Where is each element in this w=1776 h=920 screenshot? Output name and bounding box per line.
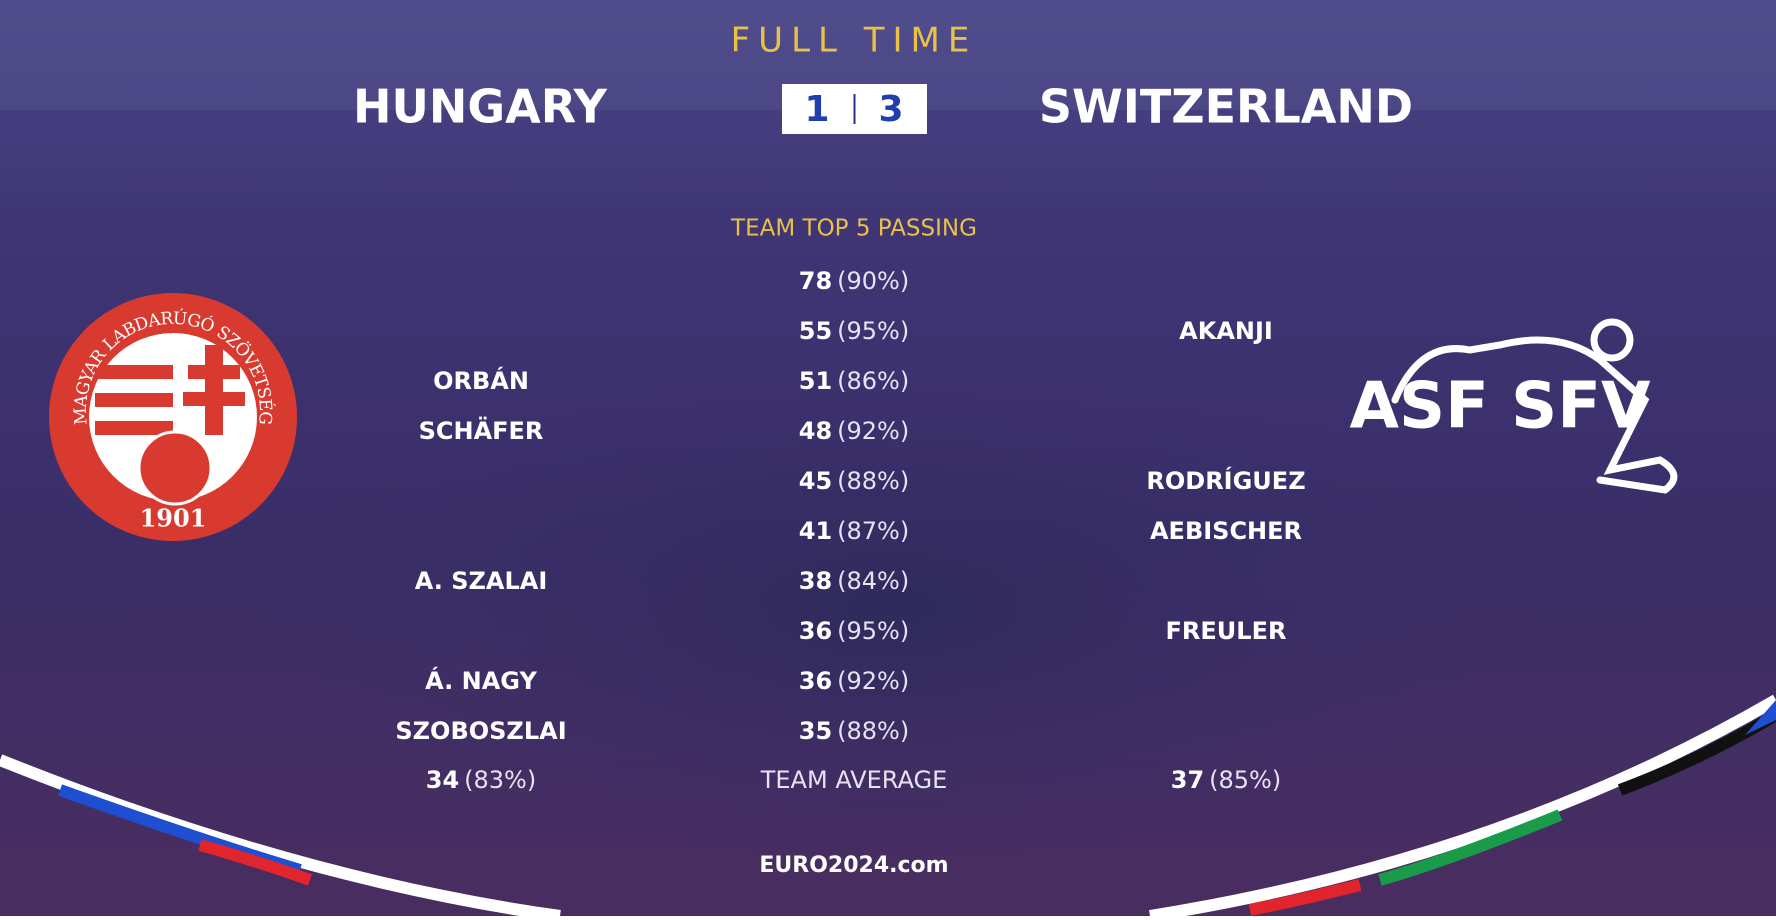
crest-cross: [188, 365, 240, 379]
logo-text: ASF SFV: [1350, 370, 1651, 444]
pass-count: 37: [1171, 766, 1204, 794]
average-label: TEAM AVERAGE: [760, 766, 948, 794]
stats-title: TEAM TOP 5 PASSING: [730, 216, 977, 242]
pass-accuracy: (90%): [837, 267, 909, 295]
home-crest: MAGYAR LABDARÚGÓ SZÖVETSÉG 1901: [49, 293, 297, 541]
pass-count: 36: [799, 667, 832, 695]
home-player: A. SZALAI: [415, 567, 548, 595]
pass-stat: 36 (92%): [799, 667, 909, 695]
away-player: FREULER: [1166, 617, 1287, 645]
stripe: [198, 839, 313, 886]
stripe: [1745, 700, 1776, 735]
home-score: 1: [804, 89, 829, 130]
pass-count: 48: [799, 417, 832, 445]
crest-band: [95, 365, 173, 379]
logo-body: [1391, 336, 1678, 494]
pass-accuracy: (84%): [837, 567, 909, 595]
pass-stat: 51 (86%): [799, 367, 909, 395]
pass-stat: 41 (87%): [799, 517, 909, 545]
pass-accuracy: (92%): [837, 667, 909, 695]
pitch-shade: [200, 300, 1580, 860]
pass-count: 45: [799, 467, 832, 495]
footer: EURO2024.com: [759, 853, 948, 878]
pass-accuracy: (87%): [837, 517, 909, 545]
pass-count: 41: [799, 517, 832, 545]
pass-accuracy: (86%): [837, 367, 909, 395]
pass-accuracy: (95%): [837, 317, 909, 345]
pass-stat: 45 (88%): [799, 467, 909, 495]
pass-stat: 78 (90%): [799, 267, 909, 295]
crest-band: [95, 421, 173, 435]
crest-year: 1901: [140, 504, 207, 533]
stripe: [1149, 694, 1776, 920]
pass-count: 38: [799, 567, 832, 595]
pass-count: 35: [799, 717, 832, 745]
pass-count: 78: [799, 267, 832, 295]
home-player: ORBÁN: [433, 366, 529, 395]
away-average: 37 (85%): [1171, 766, 1281, 794]
pass-stat: 38 (84%): [799, 567, 909, 595]
pass-accuracy: (83%): [464, 766, 536, 794]
stripe: [1248, 879, 1362, 916]
pass-accuracy: (85%): [1209, 766, 1281, 794]
crest-ball: [137, 430, 213, 506]
home-player: Á. NAGY: [425, 666, 537, 695]
status: FULL TIME: [731, 21, 978, 61]
away-score: 3: [878, 89, 903, 130]
home-team: HUNGARY: [353, 80, 608, 134]
away-player: AEBISCHER: [1150, 517, 1302, 545]
pass-stat: 55 (95%): [799, 317, 909, 345]
home-average: 34 (83%): [426, 766, 536, 794]
home-player: SZOBOSZLAI: [395, 717, 566, 745]
away-player: RODRÍGUEZ: [1146, 466, 1305, 495]
away-crest: ASF SFV: [1350, 318, 1678, 494]
pass-count: 55: [799, 317, 832, 345]
pass-stat: 35 (88%): [799, 717, 909, 745]
logo-head: [1590, 318, 1634, 362]
pass-count: 51: [799, 367, 832, 395]
away-player: AKANJI: [1179, 317, 1273, 345]
pass-count: 36: [799, 617, 832, 645]
pass-accuracy: (92%): [837, 417, 909, 445]
pass-stat: 48 (92%): [799, 417, 909, 445]
crest-cross: [205, 345, 223, 435]
home-player: SCHÄFER: [419, 416, 544, 445]
crest-cross: [183, 392, 245, 406]
pass-accuracy: (88%): [837, 717, 909, 745]
pass-stat: 36 (95%): [799, 617, 909, 645]
pass-accuracy: (95%): [837, 617, 909, 645]
stripe: [1378, 809, 1563, 886]
pass-count: 34: [426, 766, 459, 794]
away-team: SWITZERLAND: [1039, 80, 1413, 134]
crest-band: [95, 393, 173, 407]
pass-accuracy: (88%): [837, 467, 909, 495]
